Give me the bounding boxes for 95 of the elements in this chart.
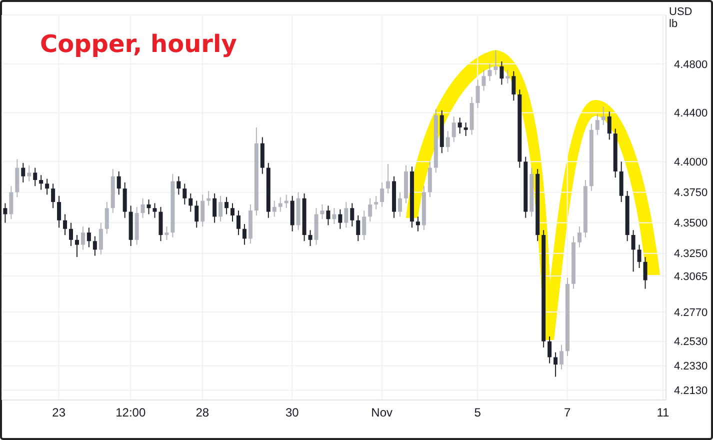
y-axis-title: USD lb: [669, 6, 694, 30]
candlestick: [176, 176, 181, 196]
candlestick: [607, 111, 612, 140]
candlestick: [158, 206, 163, 242]
candlestick: [116, 170, 121, 196]
candlestick: [548, 336, 552, 364]
candlestick: [362, 210, 366, 240]
y-tick-label: 4.3750: [674, 187, 708, 200]
x-tick-label: 5: [474, 406, 482, 420]
candlestick: [242, 224, 246, 246]
x-tick-label: 12:00: [116, 406, 146, 420]
candlestick: [218, 195, 223, 222]
candlestick: [308, 230, 312, 246]
candlestick: [212, 192, 217, 224]
y-tick-label: 4.4000: [674, 156, 708, 169]
candlestick: [39, 174, 44, 190]
candlestick: [344, 202, 348, 228]
candlestick: [45, 178, 50, 196]
candlestick: [356, 214, 360, 242]
text: Copper, hourly: [40, 30, 237, 58]
candlestick: [554, 352, 558, 378]
candlestick: [464, 122, 468, 136]
candlestick: [368, 198, 372, 222]
x-tick-label: Nov: [371, 406, 393, 420]
candlestick: [380, 182, 384, 208]
candlestick: [577, 226, 582, 248]
x-tick-label: 7: [564, 406, 571, 420]
candlestick: [69, 222, 73, 246]
x-tick-label: 23: [52, 406, 66, 420]
candlestick: [350, 202, 354, 227]
candlestick: [74, 234, 79, 258]
candlestick: [122, 182, 127, 218]
candlestick: [326, 205, 330, 226]
candlestick: [164, 226, 169, 240]
candlestick: [482, 70, 486, 92]
candlestick: [338, 208, 342, 230]
candlestick: [98, 222, 103, 256]
candlestick: [506, 70, 510, 84]
candlestick: [595, 114, 600, 136]
candlestick: [446, 130, 450, 152]
candlestick: [500, 60, 504, 86]
candlestick: [140, 198, 145, 218]
candlestick: [272, 200, 276, 218]
candlestick: [86, 227, 91, 248]
candlestick: [374, 195, 378, 210]
candlestick: [33, 167, 38, 187]
candlestick: [476, 79, 480, 108]
candlestick: [637, 244, 642, 268]
candlestick: [27, 164, 32, 182]
candlestick: [206, 190, 211, 206]
x-tick-label: 28: [196, 406, 210, 420]
candlestick: [200, 194, 205, 227]
candlestick: [194, 200, 199, 228]
y-tick-label: 4.3500: [674, 218, 708, 230]
candlestick: [80, 226, 85, 250]
candlestick: [3, 202, 8, 224]
candlestick: [51, 183, 56, 209]
candlestick: [236, 210, 240, 236]
candlestick: [560, 344, 564, 370]
y-tick-label: 4.4800: [674, 58, 708, 71]
candlestick: [21, 162, 26, 183]
candlestick: [57, 195, 62, 228]
candlestick: [92, 236, 97, 256]
y-tick-label: 4.2770: [674, 306, 708, 319]
candlestick: [152, 202, 157, 218]
candlestick: [488, 63, 492, 82]
candlestick: [188, 192, 193, 212]
candlestick: [146, 199, 151, 215]
y-tick-label: 4.2330: [674, 360, 708, 373]
candlestick: [332, 208, 336, 224]
candlestick: [631, 230, 636, 272]
candlestick: [416, 216, 420, 232]
y-tick-label: 4.3065: [674, 270, 708, 283]
candlestick: [278, 196, 282, 212]
candlestick: [452, 116, 456, 143]
candlestick: [104, 202, 109, 234]
y-tick-label: 4.3250: [674, 248, 708, 260]
candlestick: [494, 50, 498, 76]
candlestick: [386, 164, 390, 194]
candlestick: [458, 117, 462, 134]
candlestick: [512, 70, 516, 102]
x-tick-label: 11: [656, 406, 670, 420]
candlestick: [398, 192, 402, 218]
candlestick: [63, 214, 68, 236]
candlestick: [601, 106, 606, 126]
candlestick: [230, 202, 235, 222]
y-tick-label: 4.2130: [674, 385, 708, 398]
y-tick-label: 4.2530: [674, 336, 708, 348]
x-tick-label: 30: [285, 406, 300, 420]
candlestick: [224, 196, 229, 215]
y-tick-label: 4.4400: [674, 108, 708, 120]
candlestick: [643, 256, 648, 290]
candlestick: [9, 186, 14, 220]
candlestick: [182, 183, 187, 205]
candlestick: [320, 204, 324, 220]
